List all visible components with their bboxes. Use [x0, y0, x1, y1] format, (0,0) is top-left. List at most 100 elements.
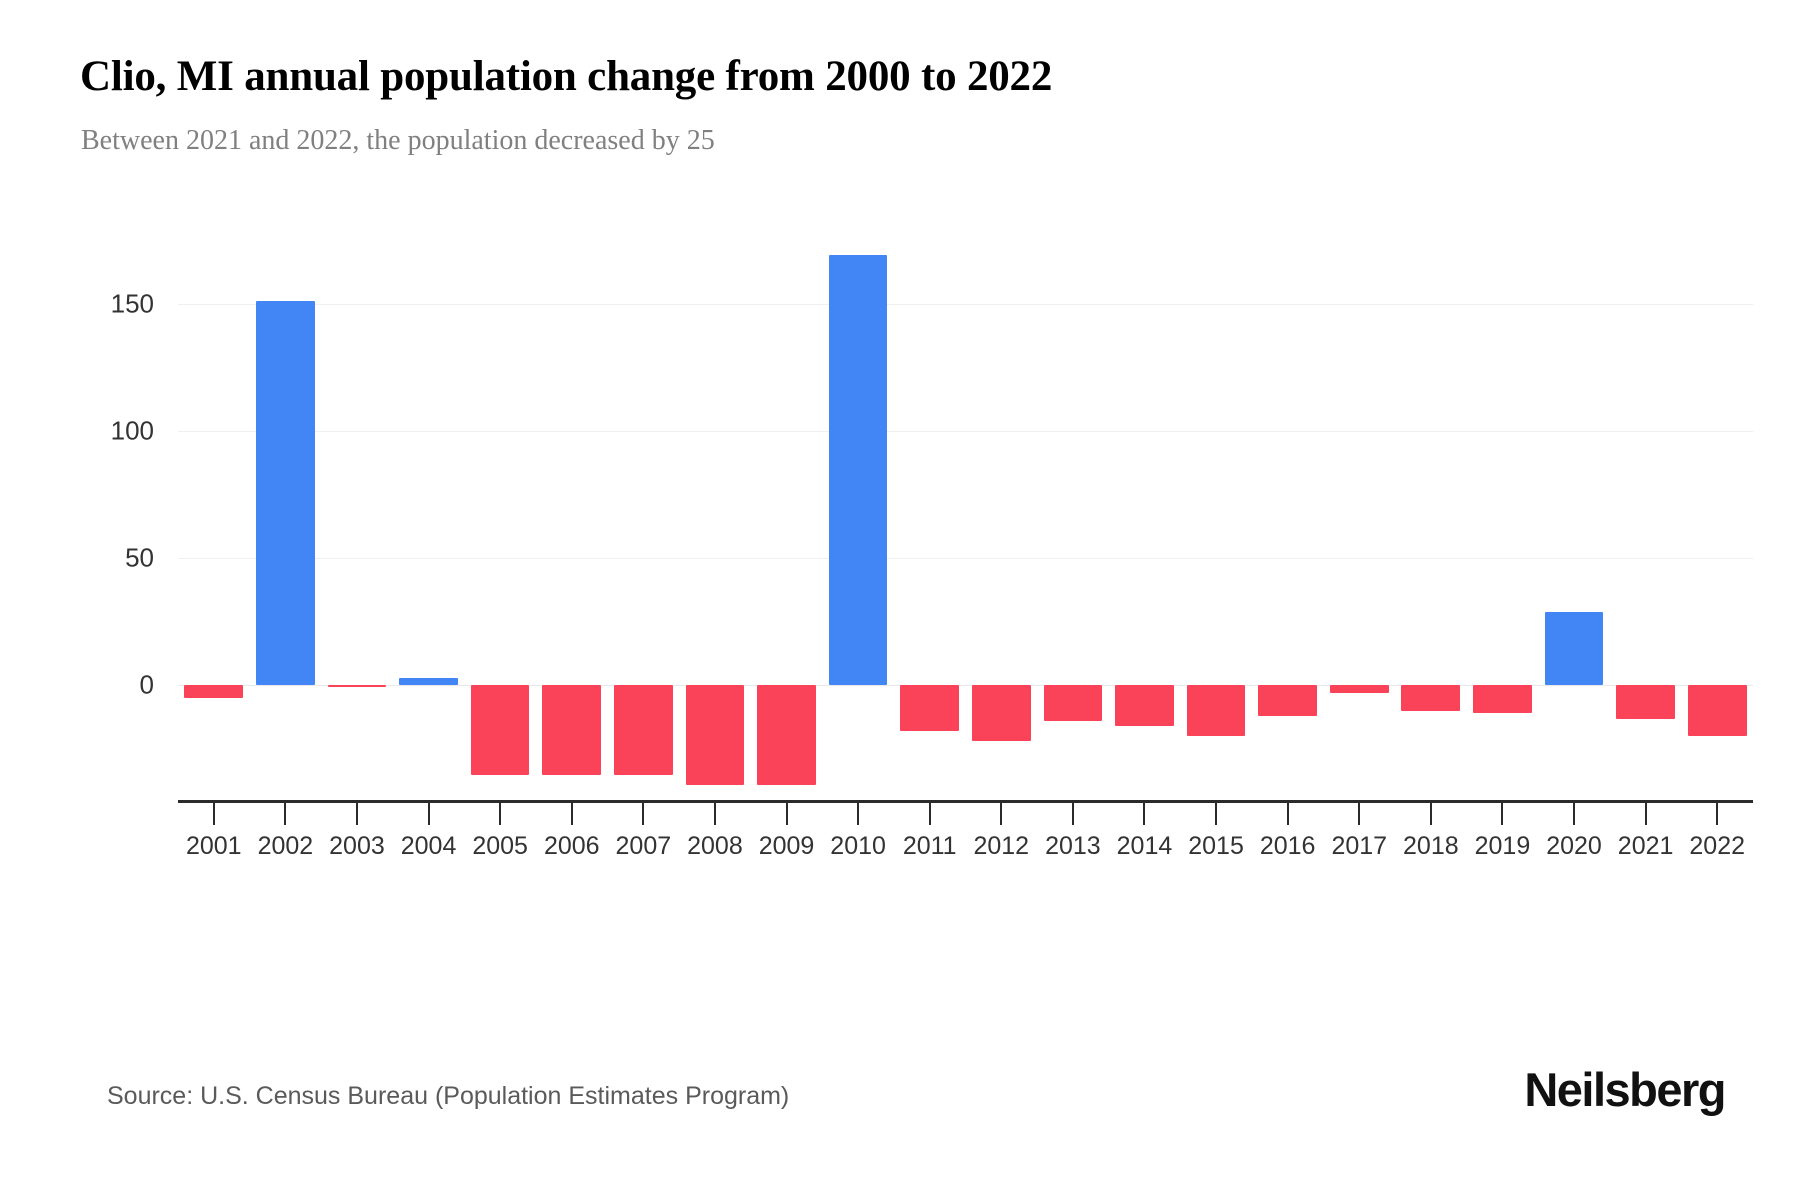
bar-2021[interactable]: [1616, 685, 1675, 719]
page-title: Clio, MI annual population change from 2…: [80, 53, 1053, 100]
bar-slot: [250, 240, 322, 800]
bar-slot: [1681, 240, 1753, 800]
x-tick: [355, 803, 358, 825]
bar-slot: [1037, 240, 1109, 800]
bar-2019[interactable]: [1473, 685, 1532, 714]
x-axis-label-2006: 2006: [543, 832, 600, 860]
x-tick: [284, 803, 287, 825]
y-axis-label: 100: [110, 415, 154, 446]
bar-slot: [1395, 240, 1467, 800]
bar-slot: [1467, 240, 1539, 800]
source-note: Source: U.S. Census Bureau (Population E…: [107, 1082, 790, 1110]
x-tick: [1716, 803, 1719, 825]
gridline: [178, 558, 1753, 560]
gridline: [178, 430, 1753, 432]
bar-series: [178, 240, 1753, 800]
x-tick: [1573, 803, 1576, 825]
x-tick: [1215, 803, 1218, 825]
x-axis-line: [178, 800, 1753, 803]
x-axis-label-2012: 2012: [973, 832, 1030, 860]
bar-slot: [679, 240, 751, 800]
x-tick: [785, 803, 788, 825]
bar-slot: [393, 240, 465, 800]
x-tick: [499, 803, 502, 825]
bar-slot: [1180, 240, 1252, 800]
bar-2015[interactable]: [1186, 685, 1246, 737]
x-tick: [1286, 803, 1289, 825]
x-axis-label-2003: 2003: [329, 832, 385, 860]
bar-slot: [966, 240, 1038, 800]
bar-slot: [1610, 240, 1682, 800]
x-axis-label-2002: 2002: [257, 832, 314, 860]
bar-slot: [1109, 240, 1181, 800]
zero-line: [178, 685, 1753, 687]
x-axis-label-2021: 2021: [1617, 832, 1674, 860]
bar-2016[interactable]: [1258, 685, 1317, 716]
x-axis-label-2007: 2007: [615, 832, 672, 860]
x-axis-label-2004: 2004: [400, 832, 457, 860]
x-axis-ticks: [178, 803, 1753, 825]
bar-slot: [321, 240, 393, 800]
bar-2017[interactable]: [1329, 685, 1389, 694]
x-tick: [928, 803, 931, 825]
bar-2001[interactable]: [184, 685, 244, 699]
bar-slot: [178, 240, 250, 800]
bar-2003[interactable]: [327, 685, 387, 687]
x-tick: [857, 803, 860, 825]
bar-2011[interactable]: [900, 685, 960, 732]
bar-2012[interactable]: [971, 685, 1031, 742]
x-axis-label-2013: 2013: [1045, 832, 1101, 860]
bar-2020[interactable]: [1544, 611, 1604, 686]
bar-2004[interactable]: [399, 677, 458, 686]
x-axis-label-2018: 2018: [1403, 832, 1459, 860]
bar-2018[interactable]: [1401, 685, 1461, 711]
bar-2005[interactable]: [470, 685, 530, 775]
x-tick: [1501, 803, 1504, 825]
x-tick: [427, 803, 430, 825]
bar-slot: [464, 240, 536, 800]
bar-2008[interactable]: [685, 685, 745, 785]
x-tick: [713, 803, 716, 825]
x-axis-label-2008: 2008: [687, 832, 743, 860]
bar-2007[interactable]: [613, 685, 673, 775]
plot-area: 0 50 100 150: [111, 240, 1753, 800]
bar-2006[interactable]: [542, 685, 602, 775]
x-axis-label-2020: 2020: [1546, 832, 1602, 860]
x-axis-label-2001: 2001: [185, 832, 242, 860]
brand-logo: Neilsberg: [1524, 1063, 1726, 1116]
bar-slot: [1252, 240, 1324, 800]
x-tick: [1644, 803, 1647, 825]
bar-2022[interactable]: [1687, 685, 1747, 737]
bar-slot: [822, 240, 894, 800]
x-tick: [1143, 803, 1146, 825]
x-axis-label-2019: 2019: [1474, 832, 1531, 860]
x-tick: [570, 803, 573, 825]
x-tick: [212, 803, 215, 825]
x-axis-label-2014: 2014: [1116, 832, 1173, 860]
bar-slot: [1538, 240, 1610, 800]
x-tick: [1000, 803, 1003, 825]
x-tick: [642, 803, 645, 825]
x-axis-label-2022: 2022: [1689, 832, 1746, 860]
bar-2002[interactable]: [256, 301, 315, 686]
bar-2013[interactable]: [1043, 685, 1103, 722]
bar-2009[interactable]: [757, 685, 816, 785]
bar-slot: [536, 240, 608, 800]
bar-2014[interactable]: [1115, 685, 1174, 727]
x-axis-label-2015: 2015: [1188, 832, 1244, 860]
x-axis-label-2016: 2016: [1259, 832, 1316, 860]
gridline: [178, 303, 1753, 305]
x-axis-label-2005: 2005: [472, 832, 528, 860]
x-axis-label-2010: 2010: [830, 832, 886, 860]
y-axis-label: 0: [139, 669, 154, 700]
bar-slot: [751, 240, 823, 800]
x-tick: [1429, 803, 1432, 825]
x-axis-labels: 2001 2002 2003 2004 2005 2006 2007 2008 2009 2010…: [178, 832, 1753, 872]
x-axis-label-2011: 2011: [902, 832, 957, 860]
y-axis-label: 50: [125, 542, 154, 573]
bar-slot: [894, 240, 966, 800]
bar-2010[interactable]: [828, 255, 888, 686]
x-tick: [1071, 803, 1074, 825]
page-subtitle: Between 2021 and 2022, the population de…: [81, 125, 715, 156]
